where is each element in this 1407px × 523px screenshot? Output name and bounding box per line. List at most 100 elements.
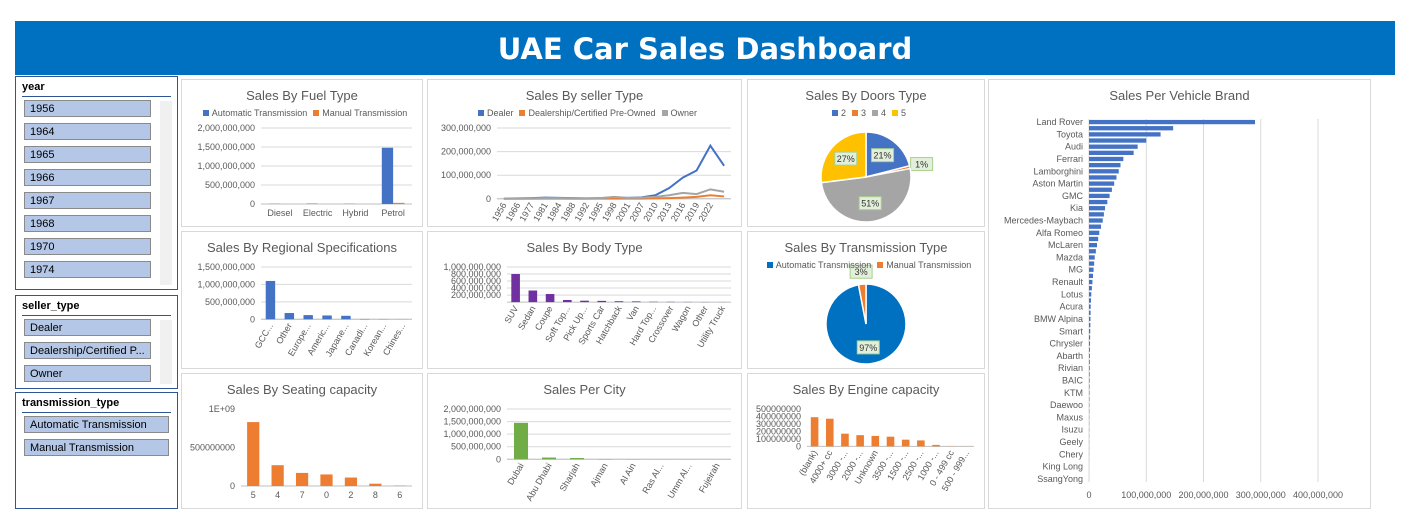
bar xyxy=(841,433,849,447)
bar xyxy=(247,422,260,486)
slicer-item[interactable]: Owner xyxy=(24,365,151,382)
legend-swatch xyxy=(877,262,884,268)
chart: 200,000,000400,000,000600,000,000800,000… xyxy=(443,262,731,349)
legend-label: Manual Transmission xyxy=(322,108,408,118)
legend-label: 4 xyxy=(881,108,887,118)
x-tick-label: Ajman xyxy=(588,461,609,488)
line-series xyxy=(503,188,725,200)
x-tick-label: 7 xyxy=(300,490,305,500)
legend-label: Automatic Transmission xyxy=(775,260,872,270)
bar xyxy=(1089,138,1147,143)
slicer-item[interactable]: 1966 xyxy=(24,169,151,186)
slicer-item[interactable]: Dealer xyxy=(24,319,151,336)
y-tick-label: Kia xyxy=(1070,203,1083,213)
y-tick-label: 400000000 xyxy=(756,411,801,421)
chart: 21% 1% 51% 27% xyxy=(820,131,934,223)
slicer-item[interactable]: 1956 xyxy=(24,100,151,117)
y-tick-label: 300000000 xyxy=(756,419,801,429)
bar xyxy=(1089,335,1091,340)
data-label-box xyxy=(871,148,895,163)
chart-panel: 0 500,000,000 1,000,000,000 1,500,000,000 2,… xyxy=(427,373,742,509)
bar xyxy=(1089,144,1138,149)
y-tick-label: 200,000,000 xyxy=(441,147,491,157)
y-tick-label: GMC xyxy=(1062,191,1083,201)
x-tick-label: 2022 xyxy=(696,201,715,223)
y-tick-label: 1,500,000,000 xyxy=(197,262,255,272)
bar xyxy=(1089,212,1104,217)
y-tick-label: 400,000,000 xyxy=(451,283,501,293)
y-tick-label: Toyota xyxy=(1056,129,1083,139)
data-label: 97% xyxy=(859,343,877,353)
bar xyxy=(1089,255,1095,260)
y-tick-label: Ferrari xyxy=(1057,154,1084,164)
chart-title: Sales By Transmission Type xyxy=(784,240,948,255)
bar xyxy=(1089,206,1106,211)
bar xyxy=(570,458,584,460)
y-tick-label: 1E+09 xyxy=(209,404,235,414)
slicer-item[interactable]: 1964 xyxy=(24,123,151,140)
chart-panel: 0 100,000,000 200,000,000 300,000,000 400,00… xyxy=(988,79,1371,509)
y-tick-label: BAIC xyxy=(1062,375,1084,385)
legend-swatch xyxy=(851,110,858,116)
y-tick-label: Lotus xyxy=(1061,289,1084,299)
chart-panel: 0 500,000,000 1,000,000,000 1,500,000,000 2,… xyxy=(181,79,423,227)
x-tick-label: Ras Al... xyxy=(640,461,665,495)
bar xyxy=(917,440,925,447)
scrollbar xyxy=(160,101,172,285)
bar xyxy=(810,417,819,447)
chart: 0 500,000,000 1,000,000,000 1,500,000,000 2,… xyxy=(197,123,412,218)
y-tick-label: BMW Alpina xyxy=(1034,314,1083,324)
legend: Dealer Dealership/Certified Pre-Owned Owne… xyxy=(428,108,741,118)
bar xyxy=(1089,310,1091,315)
bar xyxy=(1089,261,1095,266)
bar xyxy=(295,472,309,486)
y-tick-label: Daewoo xyxy=(1050,400,1083,410)
slicer-item[interactable]: Automatic Transmission xyxy=(24,416,169,433)
bar xyxy=(381,147,394,204)
chart: 0 500000000 1E+09 5 4 7 0 2 8 6 xyxy=(190,404,412,500)
slicer-item[interactable]: 1965 xyxy=(24,146,151,163)
legend-label: 2 xyxy=(840,108,846,118)
y-tick-label: 1,000,000,000 xyxy=(197,279,255,289)
chart-title: Sales Per City xyxy=(543,382,626,397)
y-tick-label: 500,000,000 xyxy=(451,442,501,452)
bar xyxy=(1089,359,1090,365)
y-tick-label: Isuzu xyxy=(1061,425,1083,435)
pie-slice xyxy=(820,167,912,223)
x-tick-label: Dubai xyxy=(505,461,525,486)
y-tick-label: Audi xyxy=(1065,142,1083,152)
bar xyxy=(514,422,528,460)
bar xyxy=(871,435,880,447)
legend-swatch xyxy=(202,110,209,116)
y-tick-label: 2,000,000,000 xyxy=(197,123,255,133)
bar xyxy=(1089,347,1090,352)
legend-swatch xyxy=(661,110,668,116)
y-tick-label: Chery xyxy=(1059,449,1084,459)
slicer-item[interactable]: 1974 xyxy=(24,261,151,278)
bar xyxy=(271,465,284,486)
x-tick-label: 0 xyxy=(1086,490,1091,500)
y-tick-label: 600,000,000 xyxy=(451,276,501,286)
bar xyxy=(1089,316,1091,322)
bar xyxy=(1089,193,1110,199)
bar xyxy=(1089,126,1174,131)
slicer-item[interactable]: 1970 xyxy=(24,238,151,255)
chart-header: Sales By Body Type xyxy=(428,232,741,257)
data-label: 21% xyxy=(874,151,892,161)
bar xyxy=(1089,341,1091,346)
slicer-item[interactable]: Manual Transmission xyxy=(24,439,169,456)
bar xyxy=(631,301,641,303)
chart-header: Sales Per City xyxy=(428,374,741,399)
bar xyxy=(1089,304,1091,309)
y-tick-label: MG xyxy=(1069,265,1084,275)
bar xyxy=(825,418,834,447)
bar xyxy=(856,435,864,447)
pie-slice xyxy=(857,283,867,325)
slicer-item[interactable]: Dealership/Certified P... xyxy=(24,342,151,359)
chart-title: Sales By Engine capacity xyxy=(792,382,940,397)
slicer-item[interactable]: 1967 xyxy=(24,192,151,209)
chart-panel: 200,000,000 400,000,000 600,000,000 800,000… xyxy=(427,231,742,369)
y-tick-label: SsangYong xyxy=(1037,474,1083,484)
bar xyxy=(1089,119,1256,125)
slicer-item[interactable]: 1968 xyxy=(24,215,151,232)
